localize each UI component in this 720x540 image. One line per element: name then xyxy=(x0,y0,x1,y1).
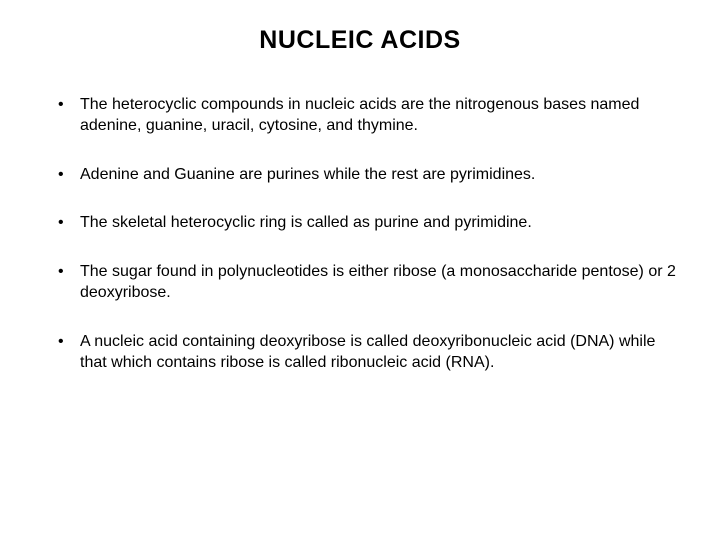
list-item: The heterocyclic compounds in nucleic ac… xyxy=(58,95,680,137)
bullet-list: The heterocyclic compounds in nucleic ac… xyxy=(40,95,680,373)
list-item: The sugar found in polynucleotides is ei… xyxy=(58,262,680,304)
list-item: Adenine and Guanine are purines while th… xyxy=(58,165,680,186)
slide-title: NUCLEIC ACIDS xyxy=(40,26,680,55)
list-item: A nucleic acid containing deoxyribose is… xyxy=(58,332,680,374)
slide: NUCLEIC ACIDS The heterocyclic compounds… xyxy=(0,0,720,540)
list-item: The skeletal heterocyclic ring is called… xyxy=(58,213,680,234)
